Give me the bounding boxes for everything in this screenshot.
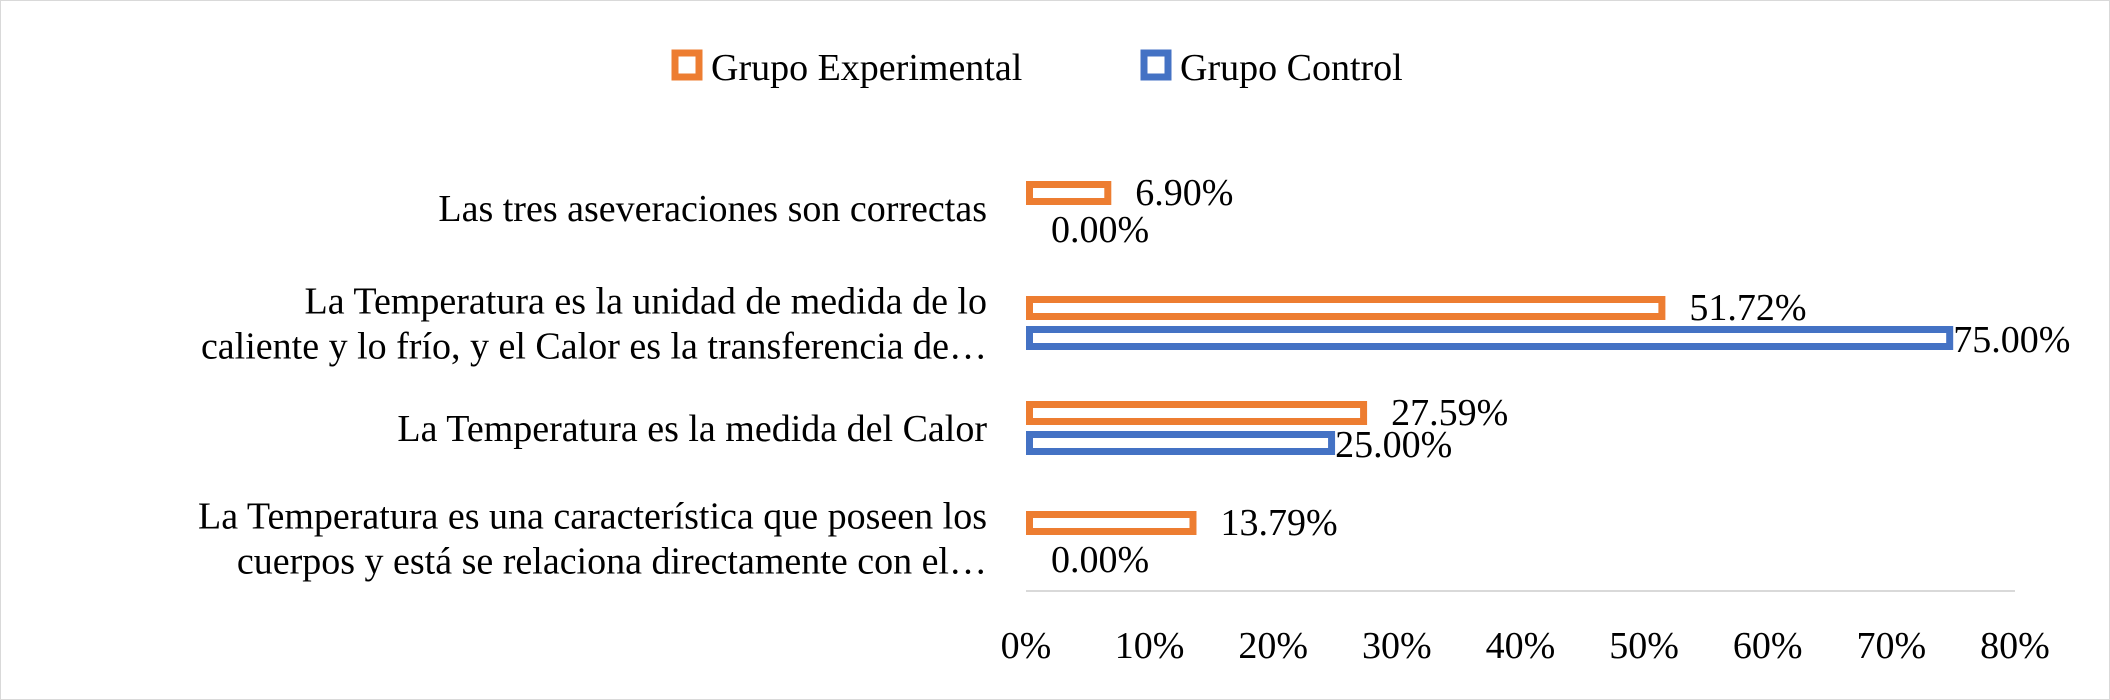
x-tick-label: 40% (1486, 625, 1556, 667)
x-tick-label: 60% (1733, 625, 1803, 667)
legend-swatch-experimental (675, 53, 699, 77)
data-label: 6.90% (1135, 172, 1233, 214)
x-tick-label: 30% (1362, 625, 1432, 667)
data-label: 13.79% (1220, 502, 1337, 544)
bar-chart: Grupo Experimental Grupo Control Las tres … (0, 0, 2110, 700)
category-label: Las tres aseveraciones son correctas (438, 188, 987, 230)
category-label: La Temperatura es la medida del Calor (397, 408, 987, 450)
bar-experimental (1030, 185, 1108, 202)
x-tick-label: 70% (1857, 625, 1927, 667)
category-label: caliente y lo frío, y el Calor es la tra… (201, 326, 987, 368)
bar-experimental (1030, 300, 1662, 317)
data-label: 0.00% (1051, 209, 1149, 251)
x-tick-label: 0% (1001, 625, 1052, 667)
x-tick-label: 80% (1980, 625, 2050, 667)
legend-label-control: Grupo Control (1180, 47, 1403, 89)
category-label: La Temperatura es la unidad de medida de… (305, 281, 987, 323)
x-tick-label: 10% (1115, 625, 1185, 667)
bar-experimental (1030, 405, 1364, 422)
legend-swatch-control (1144, 53, 1168, 77)
bar-control (1030, 435, 1332, 452)
data-label: 0.00% (1051, 539, 1149, 581)
data-label: 51.72% (1689, 287, 1806, 329)
category-label: cuerpos y está se relaciona directamente… (237, 541, 987, 583)
category-label: La Temperatura es una característica que… (198, 496, 987, 538)
bar-control (1030, 330, 1950, 347)
x-tick-label: 20% (1238, 625, 1308, 667)
data-label: 75.00% (1953, 319, 2070, 361)
bar-experimental (1030, 515, 1193, 532)
data-label: 25.00% (1335, 424, 1452, 466)
legend-label-experimental: Grupo Experimental (711, 47, 1022, 89)
x-tick-label: 50% (1609, 625, 1679, 667)
